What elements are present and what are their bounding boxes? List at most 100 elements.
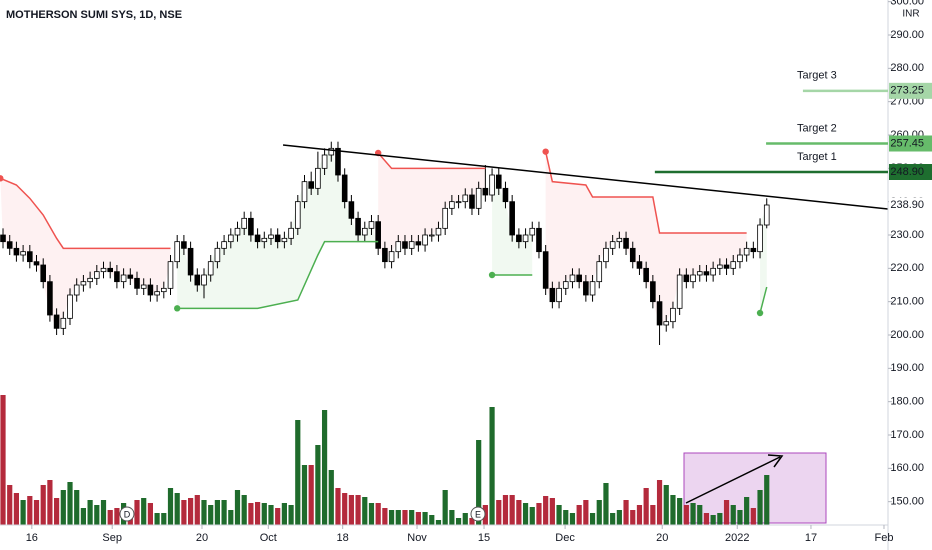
volume-bar <box>476 440 482 525</box>
volume-bar <box>636 505 643 525</box>
candle-body <box>127 274 134 279</box>
volume-bar <box>114 508 120 525</box>
target-price-label: 273.25 <box>890 85 924 97</box>
candle-body <box>160 287 167 293</box>
candle-body <box>308 181 314 189</box>
candle-body <box>469 194 475 209</box>
volume-bar <box>469 518 475 525</box>
candle-body <box>536 227 542 253</box>
trend-fill <box>545 151 747 325</box>
candle-body <box>181 241 187 249</box>
x-tick-label: Oct <box>260 532 277 544</box>
volume-bar <box>409 510 415 525</box>
candle-body <box>87 277 93 283</box>
volume-bar <box>576 505 582 525</box>
candle-body <box>643 267 649 283</box>
candle-body <box>375 221 381 249</box>
candle-body <box>321 154 328 169</box>
candle-body <box>27 251 33 263</box>
candle-body <box>134 277 140 289</box>
volume-bar <box>228 510 234 525</box>
candle-body <box>261 237 268 243</box>
volume-bar <box>288 505 294 525</box>
candle-body <box>214 247 221 263</box>
volume-bar <box>556 505 562 525</box>
volume-bar <box>261 503 267 525</box>
y-tick-label: 210.00 <box>890 296 924 308</box>
candle-body <box>609 241 616 249</box>
candle-body <box>20 251 26 256</box>
x-tick-label: 16 <box>26 532 38 544</box>
candle-body <box>415 241 422 246</box>
candle-body <box>703 271 710 276</box>
volume-bar <box>388 510 395 525</box>
volume-bar <box>723 500 730 525</box>
candle-body <box>730 261 737 269</box>
candle-body <box>395 241 402 253</box>
x-tick-label: 18 <box>337 532 349 544</box>
x-tick-label: Dec <box>555 532 575 544</box>
volume-bar <box>308 465 314 525</box>
candle-body <box>254 234 261 243</box>
candle-body <box>120 274 127 283</box>
candle-body <box>107 267 114 273</box>
volume-bar <box>643 488 649 525</box>
volume-bar <box>94 505 100 525</box>
trendline-label: 238.90 <box>890 199 924 211</box>
candle-body <box>482 187 489 196</box>
volume-bar <box>710 515 716 525</box>
x-tick-label: 2022 <box>725 532 749 544</box>
candle-body <box>294 201 301 229</box>
volume-bar <box>134 500 140 525</box>
candle-body <box>449 201 455 209</box>
chart-title: MOTHERSON SUMI SYS, 1D, NSE <box>6 9 182 21</box>
candle-body <box>516 234 522 243</box>
candle-body <box>616 237 623 243</box>
volume-bar <box>315 445 321 525</box>
x-tick-label: Nov <box>407 532 427 544</box>
volume-bar <box>764 475 770 525</box>
x-tick-label: 20 <box>196 532 208 544</box>
volume-bar <box>744 497 750 525</box>
volume-bar <box>703 513 710 525</box>
volume-bar <box>248 503 254 525</box>
candle-body <box>140 284 147 289</box>
volume-bar <box>80 508 87 525</box>
highlight-box <box>683 452 827 524</box>
candle-body <box>569 274 576 283</box>
candle-body <box>67 294 73 319</box>
volume-bar <box>583 500 589 525</box>
candle-body <box>53 314 60 329</box>
candle-body <box>274 234 281 243</box>
lines <box>0 144 888 317</box>
volume-bar <box>141 498 147 525</box>
candle-body <box>408 241 415 249</box>
candle-body <box>583 281 589 296</box>
y-tick-label: 160.00 <box>890 462 924 474</box>
volume-bar <box>516 500 522 525</box>
candle-body <box>355 217 361 236</box>
event-label: D <box>124 509 131 519</box>
volume-bar <box>630 510 636 525</box>
trendline-label-bg <box>889 197 932 214</box>
volume-bar <box>174 493 180 525</box>
candle-body <box>676 274 683 309</box>
candle-body <box>455 201 462 204</box>
trend-start-dot <box>488 271 496 279</box>
candle-body <box>281 237 288 243</box>
target-name: Target 1 <box>797 151 837 163</box>
candle-body <box>301 181 308 203</box>
candle-body <box>361 227 368 236</box>
candle-body <box>542 251 549 289</box>
volume-bar <box>623 500 629 525</box>
candle-body <box>475 187 482 209</box>
y-tick-label: 280.00 <box>890 62 924 74</box>
volume-bar <box>234 490 241 525</box>
candle-body <box>147 284 154 296</box>
volume-bar <box>697 505 703 525</box>
volume-bar <box>335 488 341 525</box>
volume-bar <box>395 510 401 525</box>
volume-bar <box>656 480 663 525</box>
candle-body <box>241 217 247 229</box>
